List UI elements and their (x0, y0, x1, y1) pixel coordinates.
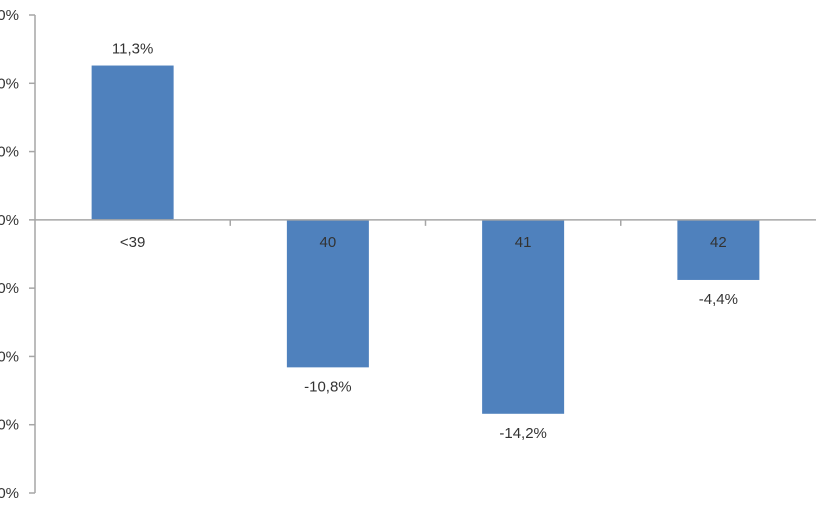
data-label: -14,2% (499, 425, 547, 442)
y-axis: 15,0% 10,0% 5,0% 0,0% -5,0% -10,0% -15,0% -20,0… (0, 7, 36, 502)
y-tick-label: 15,0% (0, 7, 19, 24)
data-label: -10,8% (304, 378, 352, 395)
data-label: 11,3% (112, 41, 153, 58)
bar (286, 219, 369, 368)
y-tick-label: -15,0% (0, 417, 19, 434)
labels: <39 40 41 42 11,3% -10,8% -14,2% -4,4% (112, 41, 738, 442)
bar (482, 219, 565, 414)
bar (91, 65, 174, 220)
category-label: 40 (320, 234, 337, 251)
category-label: <39 (120, 234, 145, 251)
y-tick-label: -10,0% (0, 348, 19, 365)
y-tick-label: 5,0% (0, 144, 19, 161)
x-axis (35, 219, 816, 226)
y-tick-label: 10,0% (0, 75, 19, 92)
bars (91, 65, 760, 414)
y-tick-label: -5,0% (0, 280, 19, 297)
y-tick-label: -20,0% (0, 485, 19, 502)
bar (677, 219, 760, 280)
data-label: -4,4% (699, 291, 738, 308)
category-label: 42 (710, 234, 727, 251)
category-label: 41 (515, 234, 532, 251)
y-tick-label: 0,0% (0, 212, 19, 229)
